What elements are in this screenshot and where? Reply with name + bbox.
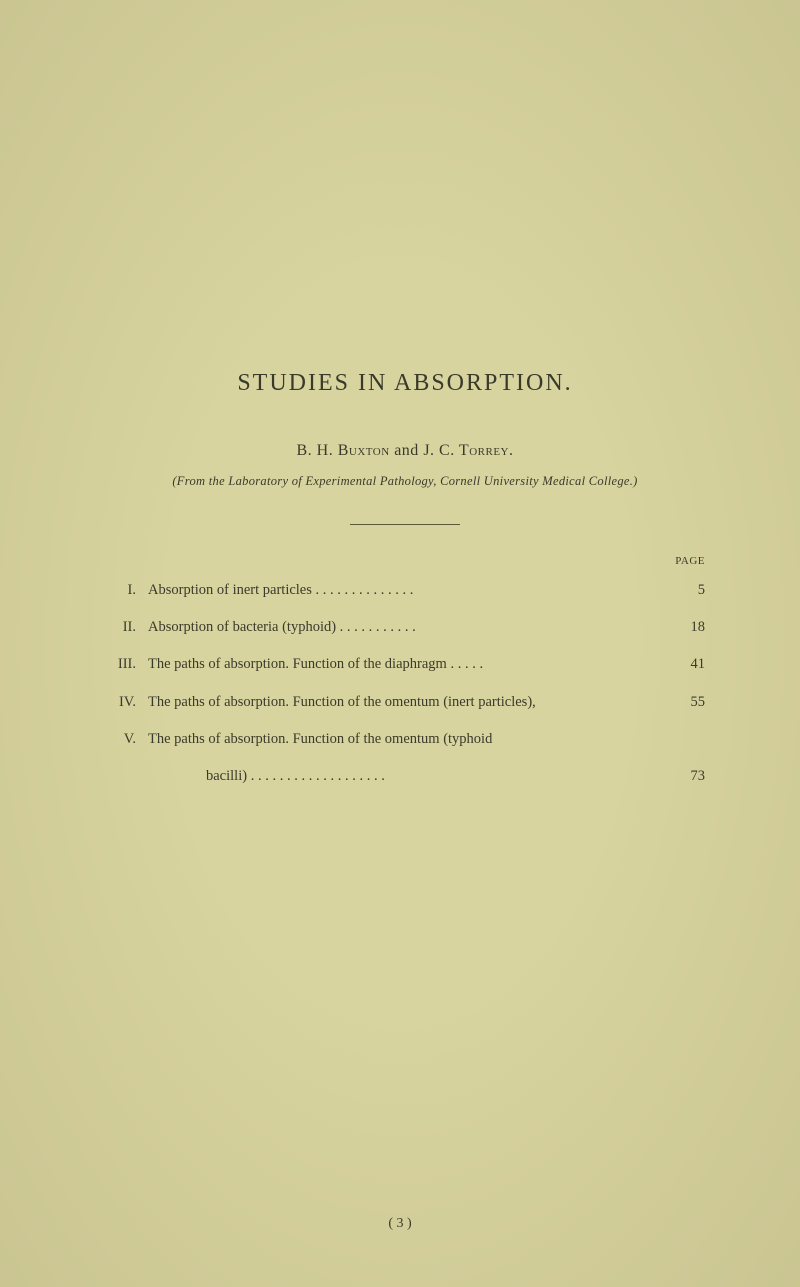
toc-entry: V. The paths of absorption. Function of … [100, 728, 710, 788]
toc-numeral: II. [100, 616, 148, 639]
toc-text-content: The paths of absorption. Function of the… [148, 694, 536, 710]
document-page: STUDIES IN ABSORPTION. B. H. Buxton and … [0, 0, 800, 1287]
toc-page-number: 73 [670, 765, 710, 788]
toc-text: Absorption of bacteria (typhoid) . . . .… [148, 616, 670, 639]
toc-numeral: I. [100, 579, 148, 602]
toc-text-content: The paths of absorption. Function of the… [148, 656, 447, 672]
toc-entry-line1: V. The paths of absorption. Function of … [100, 728, 710, 751]
author-connector: and [390, 442, 424, 459]
toc-numeral: III. [100, 653, 148, 676]
toc-text-content: Absorption of inert particles [148, 582, 312, 598]
toc-entry: III. The paths of absorption. Function o… [100, 653, 710, 676]
toc-text-content: Absorption of bacteria (typhoid) [148, 619, 336, 635]
toc-text: The paths of absorption. Function of the… [148, 691, 670, 714]
toc-page-number: 18 [670, 616, 710, 639]
document-title: STUDIES IN ABSORPTION. [100, 370, 710, 397]
toc-text: The paths of absorption. Function of the… [148, 728, 670, 751]
toc-text-content: The paths of absorption. Function of the… [148, 731, 492, 747]
page-column-label: PAGE [100, 555, 710, 567]
toc-numeral: IV. [100, 691, 148, 714]
toc-leader: . . . . . [447, 656, 483, 672]
toc-entry: IV. The paths of absorption. Function of… [100, 691, 710, 714]
toc-leader: . . . . . . . . . . . . . . . . . . . [247, 768, 385, 784]
toc-page-number: 5 [670, 579, 710, 602]
toc-text-content: bacilli) [206, 768, 247, 784]
author-name-2: J. C. Torrey. [423, 442, 513, 459]
toc-entry-line2: bacilli) . . . . . . . . . . . . . . . .… [100, 765, 710, 788]
toc-page-number: 55 [670, 691, 710, 714]
toc-leader: . . . . . . . . . . . [336, 619, 416, 635]
toc-text: Absorption of inert particles . . . . . … [148, 579, 670, 602]
toc-text-continuation: bacilli) . . . . . . . . . . . . . . . .… [148, 765, 670, 788]
table-of-contents: I. Absorption of inert particles . . . .… [100, 579, 710, 788]
toc-numeral: V. [100, 728, 148, 751]
affiliation-line: (From the Laboratory of Experimental Pat… [100, 474, 710, 489]
horizontal-divider [350, 524, 460, 525]
toc-entry: II. Absorption of bacteria (typhoid) . .… [100, 616, 710, 639]
footer-page-number: ( 3 ) [0, 1216, 800, 1232]
toc-text: The paths of absorption. Function of the… [148, 653, 670, 676]
authors-line: B. H. Buxton and J. C. Torrey. [100, 442, 710, 460]
author-name-1: B. H. Buxton [297, 442, 390, 459]
toc-page-number: 41 [670, 653, 710, 676]
toc-leader: . . . . . . . . . . . . . . [312, 582, 414, 598]
toc-entry: I. Absorption of inert particles . . . .… [100, 579, 710, 602]
